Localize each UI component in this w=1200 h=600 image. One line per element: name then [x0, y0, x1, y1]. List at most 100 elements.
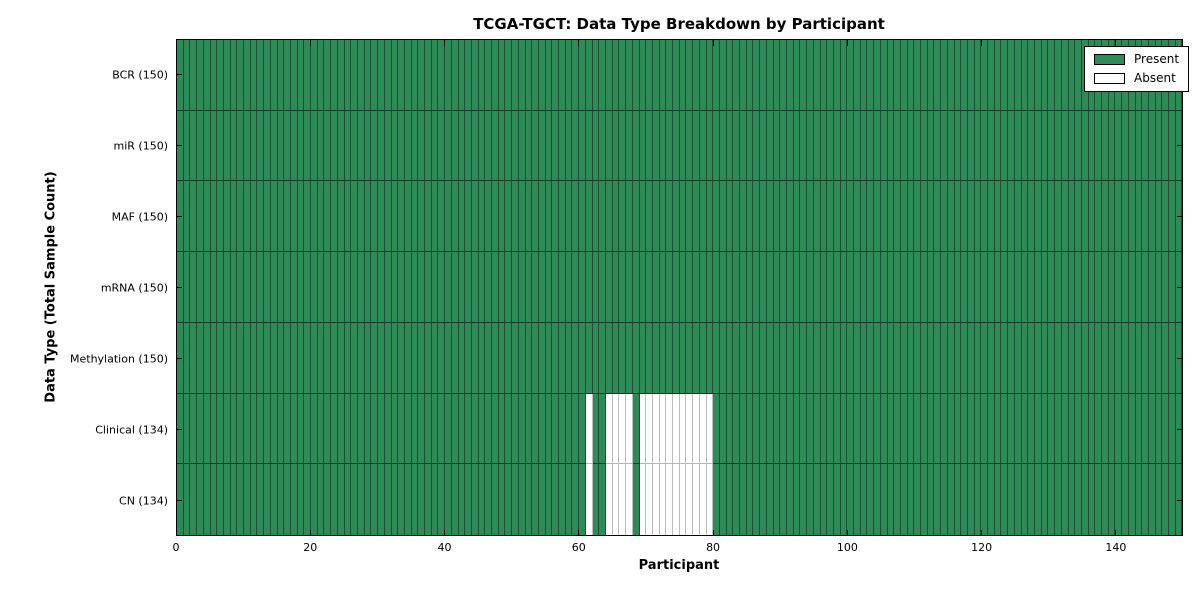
- cell-present: [840, 181, 848, 253]
- cell-present: [854, 322, 861, 394]
- cell-present: [485, 322, 493, 394]
- cell-present: [223, 181, 231, 253]
- cell-present: [800, 181, 808, 253]
- cell-present: [726, 40, 734, 111]
- cell-present: [545, 110, 553, 182]
- cell-present: [800, 393, 808, 465]
- cell-present: [880, 40, 888, 111]
- cell-present: [250, 393, 258, 465]
- cell-present: [719, 40, 727, 111]
- cell-present: [337, 393, 345, 465]
- cell-present: [686, 110, 694, 182]
- cell-present: [1001, 252, 1009, 323]
- cell-present: [807, 464, 814, 536]
- cell-present: [565, 181, 573, 253]
- cell-present: [874, 393, 881, 465]
- cell-present: [284, 322, 291, 394]
- y-tick-mark: [176, 429, 182, 430]
- cell-present: [311, 252, 318, 323]
- cell-present: [458, 181, 466, 253]
- y-tick-mark: [1177, 216, 1183, 217]
- cell-present: [833, 181, 841, 253]
- cell-present: [230, 393, 238, 465]
- cell-present: [391, 322, 399, 394]
- cell-present: [538, 464, 546, 536]
- cell-present: [425, 393, 432, 465]
- cell-present: [1148, 322, 1156, 394]
- cell-present: [217, 181, 224, 253]
- cell-present: [404, 252, 412, 323]
- cell-present: [230, 181, 238, 253]
- cell-present: [1122, 252, 1129, 323]
- legend-entry-absent: Absent: [1094, 72, 1179, 85]
- cell-present: [1001, 464, 1009, 536]
- x-tick-mark: [846, 39, 848, 46]
- cell-present: [1001, 40, 1009, 111]
- x-tick-label: 40: [437, 541, 452, 554]
- cell-present: [719, 252, 727, 323]
- cell-present: [357, 110, 365, 182]
- cell-present: [1128, 322, 1136, 394]
- cell-present: [471, 252, 479, 323]
- cell-present: [626, 322, 633, 394]
- cell-present: [190, 464, 198, 536]
- x-tick-mark: [444, 39, 446, 46]
- x-tick-mark: [712, 529, 714, 536]
- cell-present: [780, 40, 787, 111]
- cell-present: [1021, 393, 1029, 465]
- cell-present: [398, 464, 405, 536]
- cell-present: [639, 110, 647, 182]
- cell-present: [177, 464, 184, 536]
- x-tick-mark: [712, 39, 714, 46]
- cell-present: [1108, 181, 1116, 253]
- cell-present: [237, 110, 245, 182]
- cell-absent: [686, 464, 694, 536]
- cell-present: [820, 322, 828, 394]
- cell-present: [626, 40, 633, 111]
- cell-present: [512, 393, 519, 465]
- cell-present: [887, 464, 895, 536]
- cell-present: [324, 322, 332, 394]
- cell-present: [398, 110, 405, 182]
- cell-present: [894, 252, 901, 323]
- cell-present: [673, 110, 680, 182]
- cell-present: [471, 40, 479, 111]
- cell-present: [820, 181, 828, 253]
- cell-present: [478, 181, 486, 253]
- cell-present: [941, 181, 948, 253]
- cell-absent: [693, 393, 700, 465]
- cell-present: [753, 393, 761, 465]
- cell-present: [297, 110, 305, 182]
- cell-present: [988, 40, 995, 111]
- cell-present: [719, 393, 727, 465]
- cell-present: [512, 40, 519, 111]
- cell-present: [974, 322, 982, 394]
- cell-present: [505, 252, 513, 323]
- cell-present: [867, 464, 875, 536]
- cell-present: [941, 393, 948, 465]
- cell-present: [619, 110, 627, 182]
- cell-present: [679, 252, 687, 323]
- cell-present: [793, 110, 801, 182]
- cell-present: [505, 40, 513, 111]
- cell-present: [579, 393, 586, 465]
- cell-present: [431, 393, 439, 465]
- cell-present: [465, 40, 472, 111]
- cell-absent: [646, 393, 653, 465]
- cell-absent: [659, 464, 667, 536]
- cell-present: [223, 393, 231, 465]
- cell-present: [572, 464, 580, 536]
- y-tick-mark: [176, 145, 182, 146]
- cell-present: [1155, 322, 1163, 394]
- cell-present: [559, 40, 566, 111]
- cell-present: [203, 393, 211, 465]
- cell-present: [981, 40, 989, 111]
- cell-present: [632, 40, 640, 111]
- cell-present: [284, 393, 291, 465]
- cell-present: [974, 40, 982, 111]
- cell-present: [210, 252, 218, 323]
- cell-present: [391, 252, 399, 323]
- cell-present: [719, 110, 727, 182]
- cell-present: [887, 322, 895, 394]
- cell-present: [760, 110, 767, 182]
